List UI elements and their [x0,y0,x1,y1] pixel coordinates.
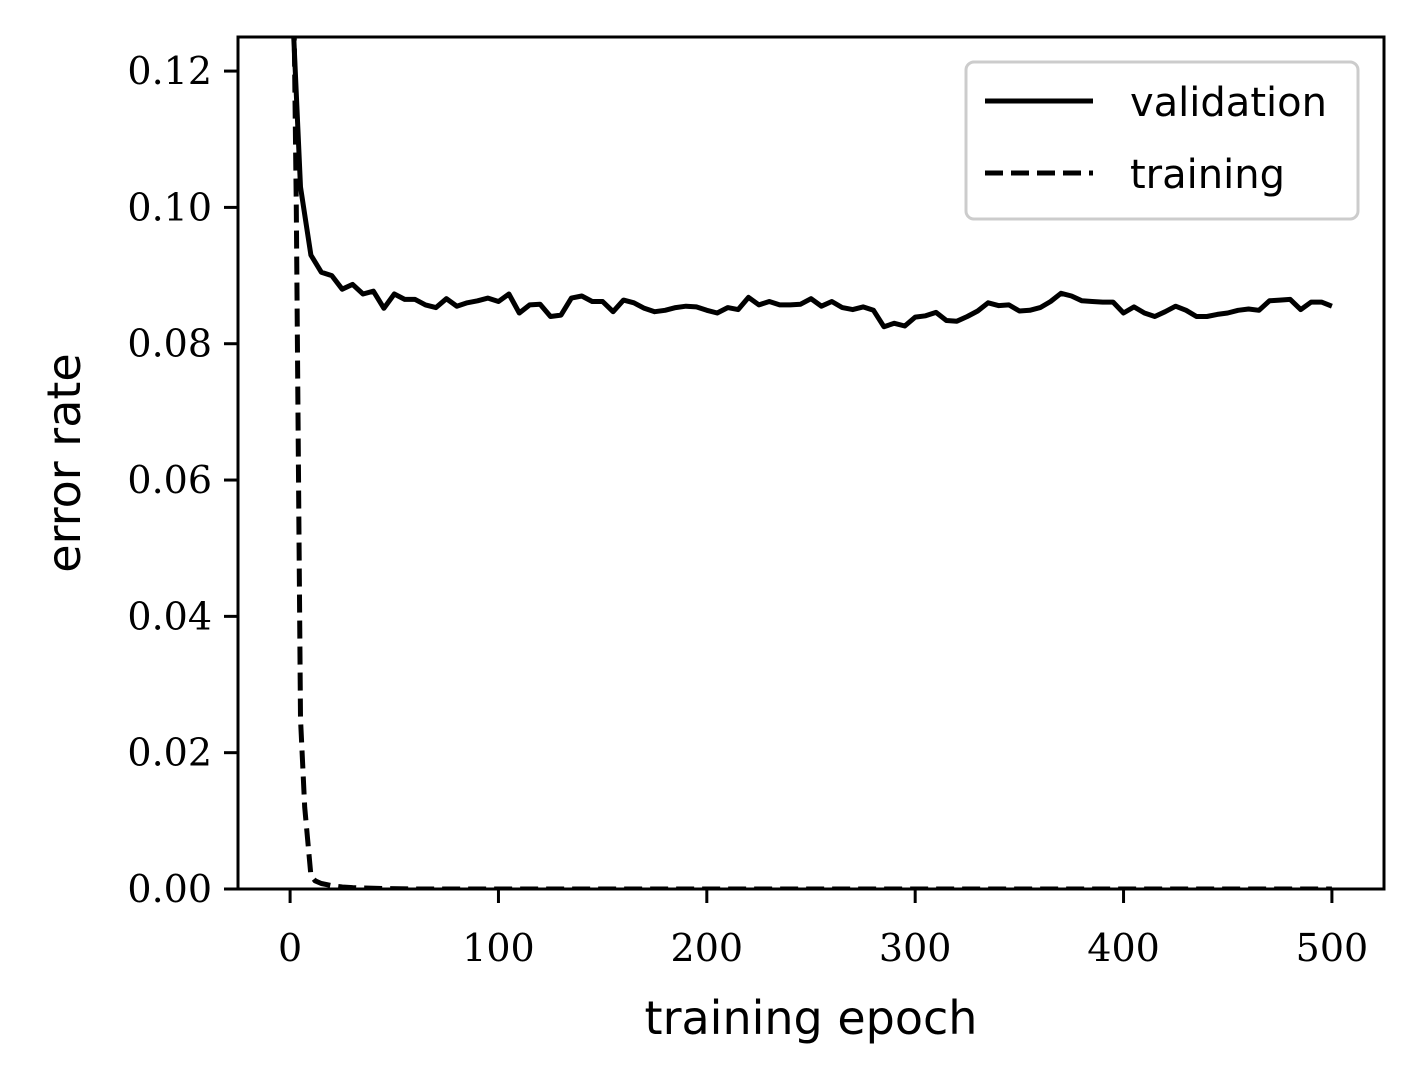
plot-frame [236,35,1386,891]
x-axis-title: training epoch [645,991,978,1045]
legend-label-training: training [1130,152,1285,198]
y-tick-label: 0.06 [127,458,212,502]
y-tick-label: 0.10 [127,185,212,229]
series-line-training [291,37,1332,889]
legend-label-validation: validation [1130,80,1327,126]
y-tick-label: 0.00 [127,867,212,911]
y-tick-label: 0.12 [127,49,212,93]
y-tick-label: 0.02 [127,731,212,775]
y-tick-label: 0.08 [127,322,212,366]
y-axis-title: error rate [37,353,91,572]
y-axis-ticks: 0.00 0.02 0.04 0.06 0.08 0.10 0.12 [127,49,238,911]
x-tick-label: 300 [879,926,952,970]
series-layer [291,37,1333,889]
x-tick-label: 500 [1296,926,1369,970]
x-axis-ticks: 0 100 200 300 400 500 [278,889,1368,970]
series-line-validation [291,37,1333,330]
x-tick-label: 400 [1087,926,1160,970]
x-tick-label: 0 [278,926,302,970]
y-tick-label: 0.04 [127,594,212,638]
legend: validation training [964,60,1360,221]
x-tick-label: 100 [462,926,535,970]
x-tick-label: 200 [671,926,744,970]
